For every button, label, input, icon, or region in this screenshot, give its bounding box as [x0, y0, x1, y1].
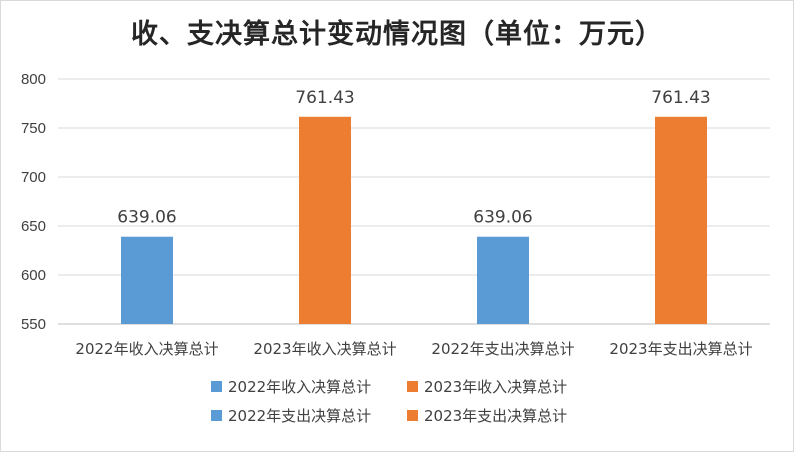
- legend-swatch: [407, 410, 418, 421]
- legend-label: 2022年收入决算总计: [228, 378, 371, 396]
- data-label: 639.06: [473, 208, 532, 228]
- legend: 2022年收入决算总计 2023年收入决算总计 2022年支出决算总计 2023年支出…: [211, 378, 567, 425]
- legend-swatch: [211, 410, 222, 421]
- x-category-label: 2023年收入决算总计: [253, 340, 396, 358]
- bar: [655, 116, 707, 324]
- legend-swatch: [407, 381, 418, 392]
- y-tick-label: 750: [21, 120, 46, 137]
- legend-swatch: [211, 381, 222, 392]
- y-tick-label: 800: [21, 71, 46, 88]
- data-label: 639.06: [117, 208, 176, 228]
- y-tick-label: 600: [21, 267, 46, 284]
- x-axis-categories: 2022年收入决算总计 2023年收入决算总计 2022年支出决算总计 2023年支出…: [75, 340, 752, 358]
- x-category-label: 2022年支出决算总计: [431, 340, 574, 358]
- data-label: 761.43: [651, 88, 710, 108]
- y-axis-ticks: 550 600 650 700 750 800: [21, 71, 46, 333]
- bar: [299, 116, 351, 324]
- gridlines: [58, 78, 770, 325]
- bar: [121, 236, 173, 324]
- legend-label: 2023年收入决算总计: [424, 378, 567, 396]
- y-tick-label: 700: [21, 169, 46, 186]
- bars: [121, 116, 707, 324]
- y-tick-label: 550: [21, 316, 46, 333]
- legend-label: 2022年支出决算总计: [228, 407, 371, 425]
- legend-label: 2023年支出决算总计: [424, 407, 567, 425]
- chart-title: 收、支决算总计变动情况图（单位：万元）: [131, 19, 663, 50]
- bar: [477, 236, 529, 324]
- data-labels: 639.06 761.43 639.06 761.43: [117, 88, 710, 228]
- y-tick-label: 650: [21, 218, 46, 235]
- data-label: 761.43: [295, 88, 354, 108]
- x-category-label: 2023年支出决算总计: [609, 340, 752, 358]
- x-category-label: 2022年收入决算总计: [75, 340, 218, 358]
